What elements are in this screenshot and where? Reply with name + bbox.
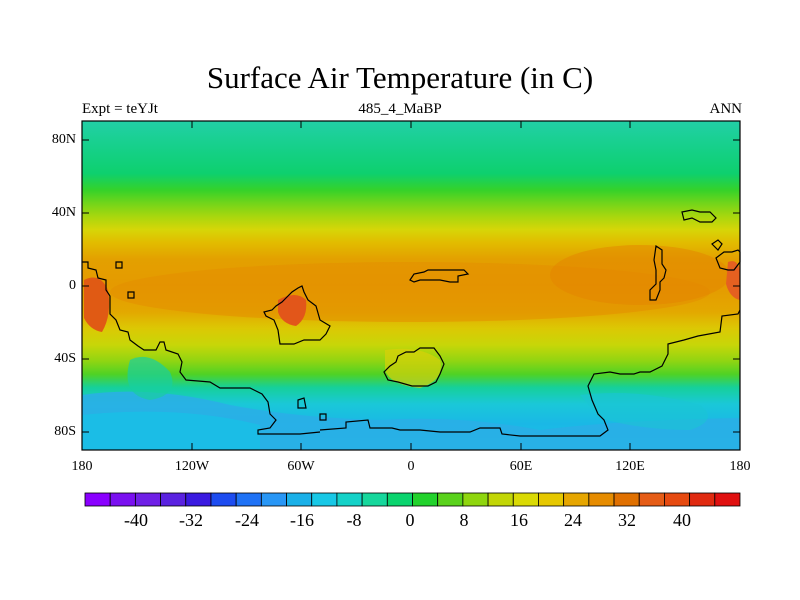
colorbar-label: -24 [235,510,259,530]
time-period-label: 485_4_MaBP [358,101,442,117]
season-label: ANN [709,101,743,117]
lon-label-0: 0 [407,459,415,474]
lon-label-120e: 120E [615,459,645,474]
colorbar-swatch [689,492,716,507]
colorbar-swatch [638,492,665,507]
colorbar-swatch [462,492,489,507]
colorbar-swatch [361,492,388,507]
colorbar-swatch [210,492,237,507]
colorbar-swatch [260,492,287,507]
colorbar-swatch [437,492,464,507]
colorbar-swatch [84,492,111,507]
colorbar-label: 8 [459,510,469,530]
colorbar-swatch [286,492,313,507]
colorbar-swatch [109,492,136,507]
colorbar-swatch [134,492,161,507]
experiment-label: Expt = teYJt [82,101,158,117]
colorbar-swatch [588,492,615,507]
lat-label-40s: 40S [54,351,76,366]
colorbar-label: -8 [346,510,362,530]
colorbar-label: -40 [124,510,148,530]
temperature-field [82,121,740,450]
colorbar-label: 16 [510,510,528,530]
lat-label-0: 0 [69,278,76,293]
lat-label-80s: 80S [54,424,76,439]
colorbar-label: 40 [673,510,691,530]
colorbar-swatch [185,492,212,507]
lon-label-60e: 60E [509,459,533,474]
lat-label-80n: 80N [51,132,76,147]
lon-label-60w: 60W [287,459,315,474]
colorbar [84,492,741,507]
plot-title: Surface Air Temperature (in C) [206,60,594,95]
colorbar-swatch [563,492,590,507]
colorbar-swatch [664,492,691,507]
colorbar-swatch [336,492,363,507]
coastlines [82,209,741,437]
colorbar-swatch [160,492,187,507]
colorbar-label: -16 [290,510,314,530]
colorbar-swatch [412,492,439,507]
colorbar-label: 0 [405,510,415,530]
colorbar-swatch [235,492,262,507]
lon-label-180e: 180 [729,459,751,474]
colorbar-swatch [714,492,741,507]
colorbar-swatch [613,492,640,507]
axis-ticks [82,121,740,450]
colorbar-label: 32 [618,510,636,530]
colorbar-swatch [538,492,565,507]
colorbar-swatch [512,492,539,507]
lon-label-180w: 180 [71,459,93,474]
lat-label-40n: 40N [51,205,76,220]
colorbar-swatch [386,492,413,507]
colorbar-swatch [487,492,514,507]
colorbar-label: 24 [564,510,582,530]
colorbar-swatch [311,492,338,507]
colorbar-label: -32 [179,510,203,530]
lon-label-120w: 120W [174,459,210,474]
